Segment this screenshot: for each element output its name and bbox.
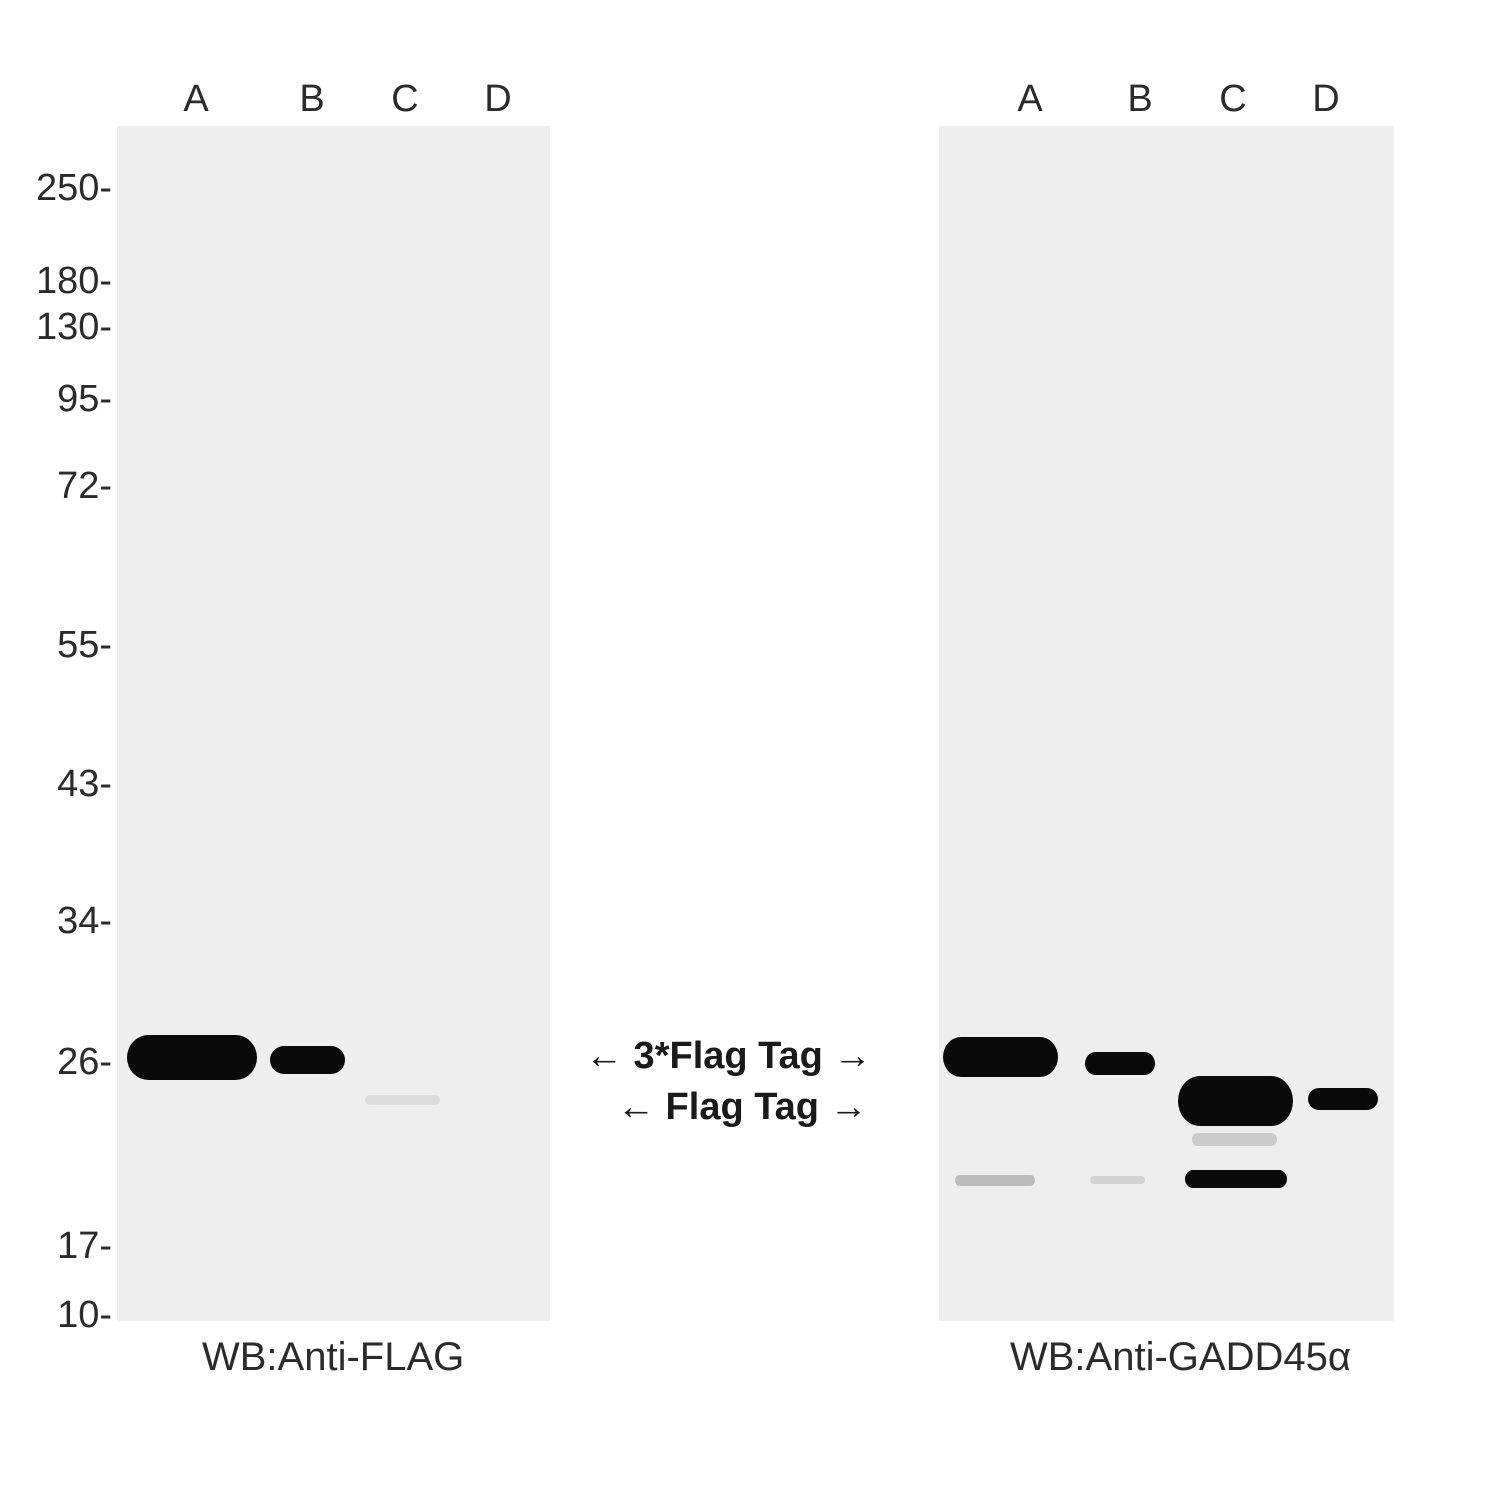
lane-label-left-D: D (478, 78, 518, 121)
mw-label-43: 43- (22, 763, 112, 806)
mw-label-180: 180- (22, 260, 112, 303)
lane-label-right-B: B (1120, 78, 1160, 121)
lane-label-left-C: C (385, 78, 425, 121)
band-right-B (1085, 1052, 1155, 1075)
band-right-D (1308, 1088, 1378, 1110)
band-right-A (943, 1037, 1058, 1077)
tag-annotation-0: ← 3*Flag Tag → (585, 1035, 871, 1078)
mw-label-95: 95- (22, 378, 112, 421)
lane-label-left-B: B (292, 78, 332, 121)
panel-caption-1: WB:Anti-GADD45α (1010, 1335, 1351, 1380)
blot-panel-right (939, 126, 1394, 1321)
mw-label-26: 26- (22, 1041, 112, 1084)
lane-label-right-D: D (1306, 78, 1346, 121)
band-right-B3 (1090, 1176, 1145, 1184)
mw-label-10: 10- (22, 1294, 112, 1337)
band-right-C3 (1185, 1170, 1287, 1188)
lane-label-left-A: A (176, 78, 216, 121)
mw-label-130: 130- (22, 306, 112, 349)
panel-caption-0: WB:Anti-FLAG (202, 1335, 464, 1380)
tag-annotation-1: ← Flag Tag → (617, 1086, 868, 1129)
mw-label-34: 34- (22, 900, 112, 943)
band-left-B (270, 1046, 345, 1074)
band-left-C (365, 1095, 440, 1105)
lane-label-right-C: C (1213, 78, 1253, 121)
band-right-C2 (1192, 1133, 1277, 1146)
band-right-C (1178, 1076, 1293, 1126)
band-right-A3 (955, 1175, 1035, 1186)
mw-label-55: 55- (22, 624, 112, 667)
figure-canvas: A B C D A B C D 250- 180-130- 95- 72- 55- 43- 34- 26-… (0, 0, 1500, 1500)
lane-label-right-A: A (1010, 78, 1050, 121)
mw-label-17: 17- (22, 1225, 112, 1268)
mw-label-72: 72- (22, 465, 112, 508)
band-left-A (127, 1035, 257, 1080)
blot-panel-left (117, 126, 550, 1321)
mw-label-250: 250- (22, 167, 112, 210)
